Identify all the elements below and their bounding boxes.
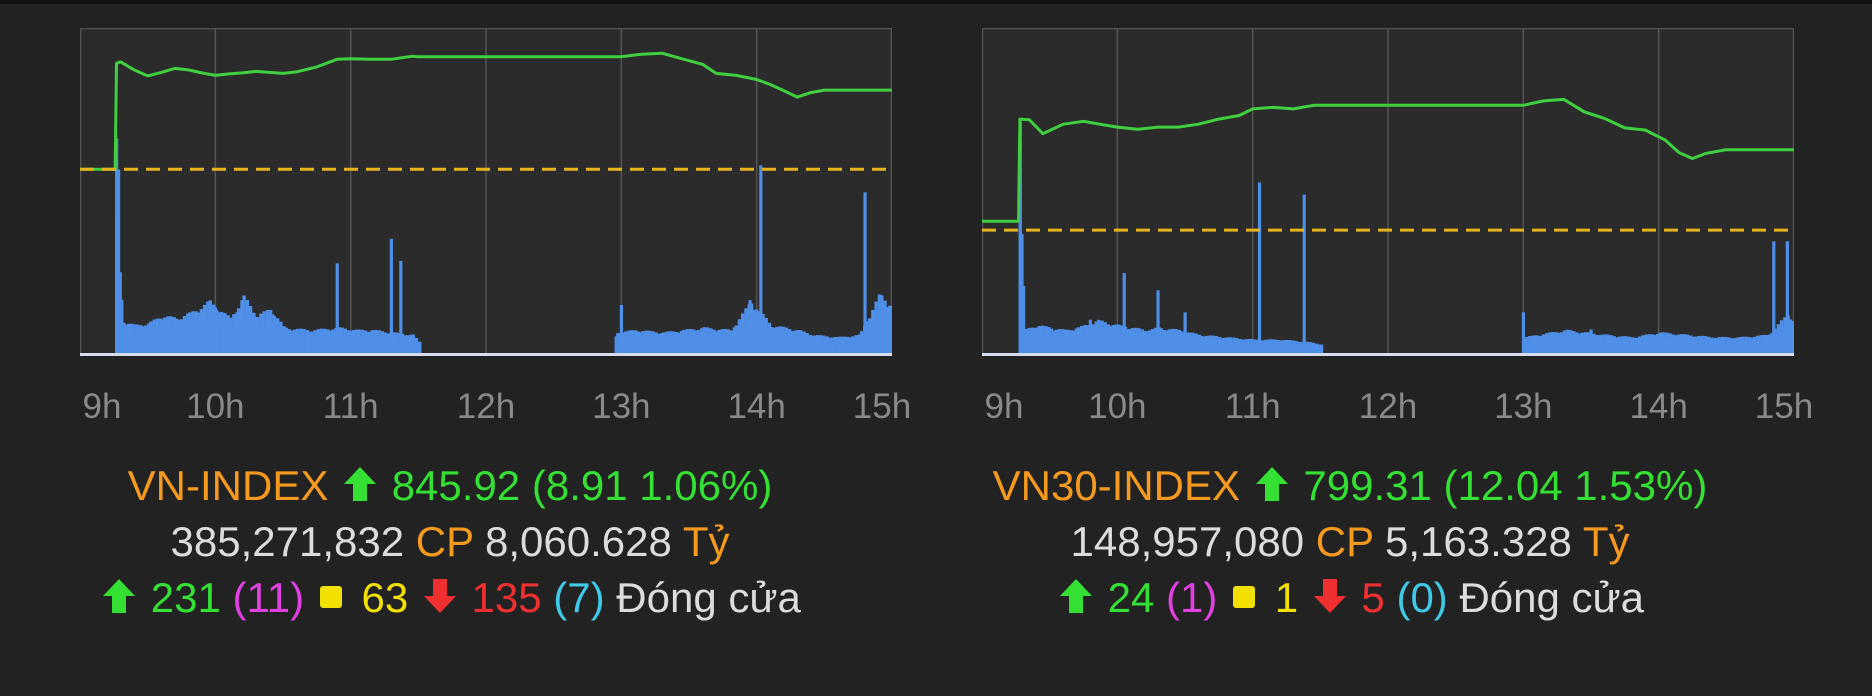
volume-unit: CP <box>415 518 474 565</box>
index-name: VN30-INDEX <box>992 462 1241 509</box>
vn30-index-x-axis: 9h 10h 11h 12h 13h 14h 15h <box>982 387 1814 427</box>
volume-unit: CP <box>1315 518 1374 565</box>
vn30-index-breadth-line: 24 (1) 1 5 (0) Đóng cửa <box>900 574 1800 622</box>
volume-spike <box>240 300 245 354</box>
floor-count: (0) <box>1396 574 1448 621</box>
market-status: Đóng cửa <box>1459 574 1645 621</box>
volume-spike <box>1772 241 1776 354</box>
volume-spike <box>1257 182 1262 354</box>
volume-spike <box>1589 329 1593 354</box>
x-tick-label: 11h <box>322 387 379 426</box>
volume-spike <box>213 307 218 354</box>
volume-spike <box>1156 290 1160 354</box>
volume-bar <box>1792 327 1794 354</box>
index-value: 845.92 <box>391 462 521 509</box>
volume-spike <box>1183 312 1187 354</box>
volume-spike <box>748 300 752 354</box>
declines-count: 5 <box>1361 574 1385 621</box>
turnover-value: 8,060.628 <box>485 518 672 565</box>
unchanged-count: 63 <box>361 574 409 621</box>
volume-spike <box>115 138 119 354</box>
top-strip <box>0 0 1872 4</box>
x-tick-label: 15h <box>852 387 912 426</box>
vn30-index-chart <box>982 28 1794 356</box>
advances-count: 231 <box>150 574 221 621</box>
volume-bar <box>418 341 422 354</box>
volume-value: 385,271,832 <box>170 518 405 565</box>
up-arrow-icon <box>1255 467 1288 501</box>
volume-spike <box>863 192 867 354</box>
declines-count: 135 <box>471 574 542 621</box>
vn30-index-volume-line: 148,957,080 CP 5,163.328 Tỷ <box>900 518 1800 566</box>
x-tick-label: 10h <box>1088 387 1147 426</box>
volume-bar <box>1319 344 1324 354</box>
volume-bar <box>116 169 121 354</box>
turnover-value: 5,163.328 <box>1385 518 1572 565</box>
x-tick-label: 9h <box>82 387 122 426</box>
price-line <box>982 97 1794 223</box>
up-arrow-icon <box>1059 579 1092 613</box>
index-change: (12.04 1.53%) <box>1443 462 1708 509</box>
vn30-index-panel: 9h 10h 11h 12h 13h 14h 15h VN30-INDEX 799.31 (… <box>900 0 1814 696</box>
x-tick-label: 14h <box>727 387 786 426</box>
x-tick-label: 13h <box>1494 387 1553 426</box>
vn30-index-summary: VN30-INDEX 799.31 (12.04 1.53%) <box>900 462 1800 510</box>
price-line <box>80 51 892 171</box>
vn-index-breadth-line: 231 (11) 63 135 (7) Đóng cửa <box>0 574 900 622</box>
index-value: 799.31 <box>1303 462 1432 509</box>
volume-spike <box>1122 273 1126 354</box>
volume-value: 148,957,080 <box>1070 518 1305 565</box>
ceiling-count: (1) <box>1166 574 1218 621</box>
vn-index-panel: 9h 10h 11h 12h 13h 14h 15h VN-INDEX 845.92 (8.… <box>0 0 912 696</box>
volume-spike <box>1785 241 1789 354</box>
up-arrow-icon <box>103 579 136 613</box>
volume-bar <box>889 313 892 354</box>
volume-spike <box>1302 194 1306 354</box>
vn30-index-plot <box>982 28 1794 356</box>
volume-bar <box>891 305 892 354</box>
volume-spike <box>1521 312 1526 354</box>
turnover-unit: Tỷ <box>682 518 730 565</box>
unchanged-square-icon <box>319 586 342 608</box>
index-change: (8.91 1.06%) <box>531 462 773 509</box>
volume-spike <box>399 260 403 354</box>
market-status: Đóng cửa <box>616 574 801 621</box>
volume-spike <box>1021 319 1025 354</box>
x-tick-label: 10h <box>186 387 245 426</box>
floor-count: (7) <box>553 574 605 621</box>
vn-index-plot <box>80 28 892 356</box>
vn-index-chart <box>80 28 892 356</box>
x-tick-label: 9h <box>984 387 1024 426</box>
x-tick-label: 15h <box>1754 387 1814 426</box>
vn-index-x-axis: 9h 10h 11h 12h 13h 14h 15h <box>80 387 912 427</box>
x-tick-label: 14h <box>1629 387 1688 426</box>
turnover-unit: Tỷ <box>1582 518 1630 565</box>
unchanged-count: 1 <box>1274 574 1299 621</box>
ceiling-count: (11) <box>232 574 305 621</box>
vn-index-volume-line: 385,271,832 CP 8,060.628 Tỷ <box>0 518 900 566</box>
volume-spike <box>335 263 339 354</box>
x-tick-label: 12h <box>456 387 516 426</box>
vn-index-summary: VN-INDEX 845.92 (8.91 1.06%) <box>0 462 900 510</box>
x-tick-label: 13h <box>592 387 651 426</box>
x-tick-label: 12h <box>1358 387 1418 426</box>
index-name: VN-INDEX <box>127 462 329 509</box>
up-arrow-icon <box>344 467 377 501</box>
down-arrow-icon <box>423 579 456 613</box>
down-arrow-icon <box>1313 579 1346 613</box>
x-tick-label: 11h <box>1224 387 1281 426</box>
volume-spike <box>389 238 393 354</box>
volume-spike <box>619 305 624 354</box>
volume-spike <box>759 165 763 354</box>
advances-count: 24 <box>1107 574 1155 621</box>
volume-spike <box>1088 319 1092 354</box>
unchanged-square-icon <box>1233 586 1256 608</box>
